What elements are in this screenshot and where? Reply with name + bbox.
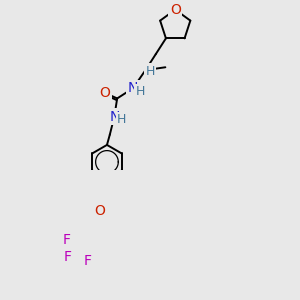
- Text: F: F: [84, 254, 92, 268]
- Text: N: N: [128, 81, 138, 95]
- Text: F: F: [62, 233, 70, 247]
- Text: O: O: [99, 86, 110, 100]
- Text: H: H: [117, 113, 126, 127]
- Text: O: O: [95, 204, 106, 218]
- Text: H: H: [146, 65, 155, 78]
- Text: H: H: [136, 85, 145, 98]
- Text: O: O: [170, 3, 181, 16]
- Text: N: N: [109, 110, 119, 124]
- Text: F: F: [64, 250, 72, 264]
